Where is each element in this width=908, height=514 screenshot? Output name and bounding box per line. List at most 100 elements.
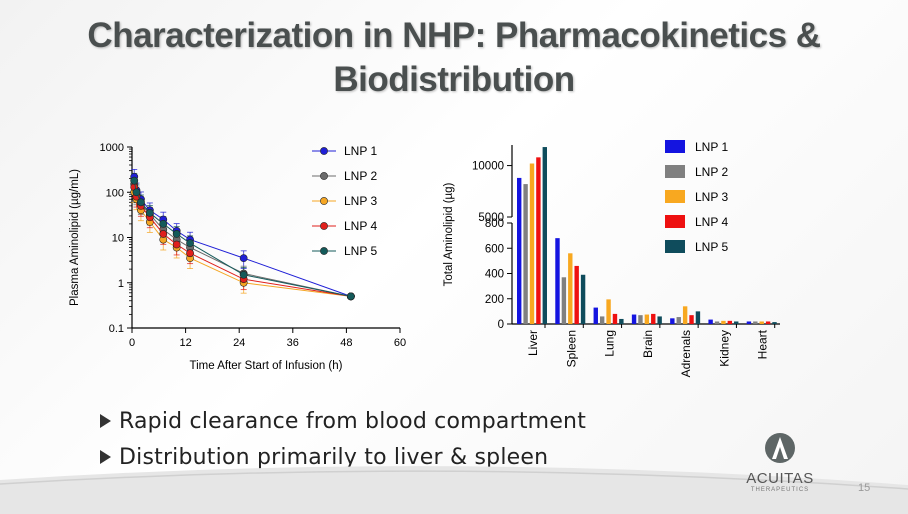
logo-name: ACUITAS xyxy=(746,470,814,487)
bar-adrenals-lnp-4 xyxy=(689,315,694,324)
bullet-text: Distribution primarily to liver & spleen xyxy=(119,444,549,470)
x-tick-label: Spleen xyxy=(564,330,578,367)
x-tick-label: Kidney xyxy=(717,330,731,367)
data-point xyxy=(172,240,181,249)
legend-label: LNP 4 xyxy=(695,215,728,229)
logo-sub: THERAPEUTICS xyxy=(750,487,810,493)
bar-heart-lnp-4 xyxy=(765,321,771,324)
x-tick-label: 48 xyxy=(340,337,352,349)
bar-lung-lnp-3 xyxy=(606,299,611,324)
data-point xyxy=(239,270,248,279)
bullet-arrow-icon xyxy=(100,414,111,428)
slide-title: Characterization in NHP: Pharmacokinetic… xyxy=(0,14,908,102)
data-point xyxy=(159,219,168,228)
data-point xyxy=(346,292,355,301)
bar-adrenals-lnp-3 xyxy=(682,306,688,324)
bar-lung-lnp-5 xyxy=(619,318,624,324)
bar-kidney-lnp-3 xyxy=(721,320,726,324)
legend-label: LNP 1 xyxy=(344,144,377,158)
data-point xyxy=(239,254,248,263)
x-tick-label: Liver xyxy=(526,330,540,356)
legend-label: LNP 4 xyxy=(344,219,377,233)
acuitas-logo-icon xyxy=(765,433,795,463)
y-tick-label: 1 xyxy=(118,278,124,290)
bar-spleen-lnp-1 xyxy=(555,238,560,324)
bar-spleen-lnp-3 xyxy=(568,253,573,324)
bar-adrenals-lnp-1 xyxy=(670,318,675,324)
x-tick-label: Lung xyxy=(603,330,617,357)
bar-heart-lnp-5 xyxy=(772,322,777,324)
title-line-2: Biodistribution xyxy=(333,60,575,99)
bullet-item: Distribution primarily to liver & spleen xyxy=(100,439,586,475)
y-tick-label: 0.1 xyxy=(109,323,124,335)
y-tick-label: 10000 xyxy=(472,161,504,173)
x-tick-label: 12 xyxy=(179,337,191,349)
data-point xyxy=(130,176,139,185)
bar-liver-lnp-2 xyxy=(523,184,528,324)
legend-marker xyxy=(320,147,328,155)
x-tick-label: 36 xyxy=(287,337,299,349)
legend-label: LNP 5 xyxy=(695,240,728,254)
legend-label: LNP 2 xyxy=(344,169,377,183)
bar-brain-lnp-2 xyxy=(638,315,643,324)
bar-heart-lnp-2 xyxy=(753,321,758,324)
y-tick-label: 0 xyxy=(498,319,504,331)
data-point xyxy=(186,249,194,258)
bar-spleen-lnp-4 xyxy=(574,265,579,324)
bar-spleen-lnp-2 xyxy=(561,277,567,324)
bar-liver-lnp-5 xyxy=(542,147,547,324)
bar-heart-lnp-3 xyxy=(759,321,764,324)
bar-lung-lnp-1 xyxy=(593,307,598,324)
data-point xyxy=(186,239,194,248)
x-tick-label: Brain xyxy=(641,330,655,358)
legend-marker xyxy=(320,222,328,230)
bar-heart-lnp-1 xyxy=(746,321,752,324)
legend-marker xyxy=(320,247,328,255)
bar-brain-lnp-1 xyxy=(631,314,637,324)
y-tick-label: 5000 xyxy=(478,212,504,224)
bar-spleen-lnp-5 xyxy=(580,274,586,324)
bar-liver-lnp-4 xyxy=(536,157,541,324)
footer-swoosh xyxy=(0,466,908,514)
y-tick-label: 800 xyxy=(485,218,504,230)
y-tick-label: 200 xyxy=(485,294,504,306)
y-tick-label: 1000 xyxy=(100,142,124,154)
y-tick-label: 600 xyxy=(485,243,504,255)
bar-lung-lnp-4 xyxy=(612,313,618,324)
title-line-1: Characterization in NHP: Pharmacokinetic… xyxy=(87,16,821,55)
bullet-text: Rapid clearance from blood compartment xyxy=(119,408,587,434)
legend-label: LNP 1 xyxy=(695,140,728,154)
bullet-list: Rapid clearance from blood compartment D… xyxy=(100,403,586,475)
y-axis-title: Total Aminolipid (µg) xyxy=(443,182,455,286)
legend-label: LNP 2 xyxy=(695,165,728,179)
bar-liver-lnp-1 xyxy=(517,177,522,324)
bar-brain-lnp-5 xyxy=(657,316,662,324)
pk-line-chart: 0.1 1 10 100 1000 0 12 24 36 48 60 Time After Start… xyxy=(69,142,406,372)
data-point xyxy=(132,188,141,197)
bullet-item: Rapid clearance from blood compartment xyxy=(100,403,586,439)
legend-swatch xyxy=(665,140,685,153)
x-tick-label: 60 xyxy=(394,337,406,349)
legend-swatch xyxy=(665,190,685,203)
legend-swatch xyxy=(665,215,685,228)
data-point xyxy=(159,230,168,238)
x-axis-title: Time After Start of Infusion (h) xyxy=(190,360,343,372)
y-axis-title: Plasma Aminolipid (µg/mL) xyxy=(69,169,81,306)
y-tick-label: 100 xyxy=(106,187,124,199)
data-point xyxy=(172,230,181,238)
legend-swatch xyxy=(665,240,685,253)
x-tick-label: 0 xyxy=(129,337,135,349)
bar-kidney-lnp-5 xyxy=(734,321,739,324)
bar-brain-lnp-3 xyxy=(644,314,650,324)
bar-kidney-lnp-1 xyxy=(708,319,713,324)
data-point xyxy=(145,208,154,217)
legend-label: LNP 3 xyxy=(344,194,377,208)
x-tick-label: 24 xyxy=(233,337,245,349)
bar-liver-lnp-3 xyxy=(529,163,535,324)
legend-marker xyxy=(320,172,328,180)
bar-kidney-lnp-2 xyxy=(714,321,720,324)
y-tick-label: 400 xyxy=(485,269,504,281)
x-tick-label: Adrenals xyxy=(679,330,693,377)
legend-label: LNP 3 xyxy=(695,190,728,204)
